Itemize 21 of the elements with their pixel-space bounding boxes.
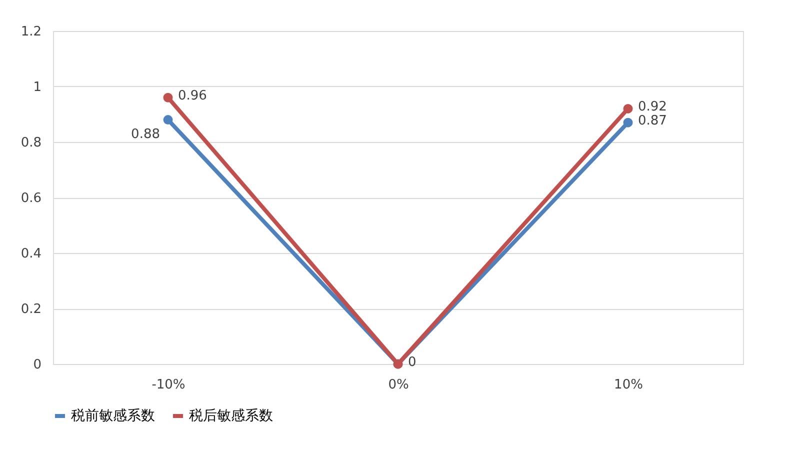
- y-tick-label: 0: [33, 358, 42, 372]
- point: [163, 92, 173, 102]
- legend-label: 税前敏感系数: [71, 408, 155, 424]
- y-tick-label: 1.2: [20, 24, 42, 40]
- data-label: 0.92: [638, 100, 667, 115]
- legend-label: 税后敏感系数: [189, 408, 273, 424]
- point: [163, 115, 173, 125]
- x-tick-label: 0%: [388, 378, 409, 392]
- data-label: 0.87: [638, 114, 667, 129]
- x-tick-label: -10%: [152, 378, 186, 392]
- y-tick-label: 1: [33, 80, 42, 95]
- y-tick-label: 0.8: [20, 136, 42, 150]
- y-tick-label: 0.2: [20, 302, 42, 317]
- data-label: 0.88: [131, 126, 160, 142]
- y-tick-label: 0.6: [20, 191, 42, 206]
- data-label: 0: [408, 355, 416, 370]
- point: [623, 104, 633, 114]
- y-tick-label: 0.4: [20, 246, 42, 262]
- data-label: 0.96: [178, 88, 207, 104]
- x-tick-label: 10%: [614, 378, 643, 392]
- point: [623, 118, 633, 128]
